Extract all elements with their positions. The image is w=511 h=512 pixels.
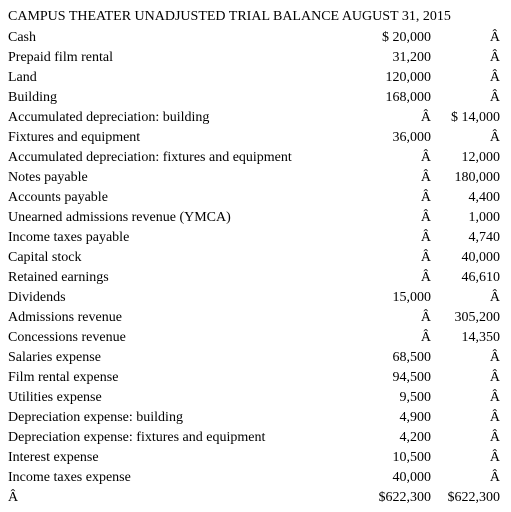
trial-balance-row: Land 120,000 Â: [0, 68, 511, 88]
trial-balance-row: Accumulated depreciation: fixtures and e…: [0, 148, 511, 168]
account-name: Building: [8, 90, 58, 105]
credit-amount: 40,000: [461, 250, 501, 265]
credit-amount: 12,000: [461, 150, 501, 165]
debit-amount: Â: [420, 110, 431, 125]
debit-amount: 15,000: [392, 290, 432, 305]
debit-amount: Â: [420, 170, 431, 185]
debit-amount: Â: [420, 230, 431, 245]
account-name: Concessions revenue: [8, 330, 126, 345]
credit-amount: Â: [489, 90, 500, 105]
trial-balance-row: Â $622,300 $622,300: [0, 488, 511, 508]
credit-amount: 14,350: [461, 330, 501, 345]
debit-amount: Â: [420, 310, 431, 325]
trial-balance-row: Film rental expense 94,500 Â: [0, 368, 511, 388]
account-name: Depreciation expense: building: [8, 410, 183, 425]
account-name: Notes payable: [8, 170, 88, 185]
account-name: Fixtures and equipment: [8, 130, 141, 145]
debit-amount: 94,500: [392, 370, 432, 385]
debit-amount: Â: [420, 270, 431, 285]
trial-balance-row: Accounts payable Â 4,400: [0, 188, 511, 208]
credit-amount: Â: [489, 70, 500, 85]
trial-balance-rows: Cash $ 20,000 Â Prepaid film rental 31,200 Â L…: [0, 28, 511, 508]
trial-balance-row: Depreciation expense: fixtures and equip…: [0, 428, 511, 448]
account-name: Accumulated depreciation: fixtures and e…: [8, 150, 292, 165]
credit-amount: 305,200: [454, 310, 501, 325]
credit-amount: 180,000: [454, 170, 501, 185]
account-name: Income taxes payable: [8, 230, 130, 245]
account-name: Film rental expense: [8, 370, 119, 385]
debit-amount: 4,900: [399, 410, 432, 425]
trial-balance-row: Salaries expense 68,500 Â: [0, 348, 511, 368]
debit-amount: 40,000: [392, 470, 432, 485]
trial-balance-row: Income taxes expense 40,000 Â: [0, 468, 511, 488]
credit-amount: $622,300: [447, 490, 501, 505]
trial-balance-row: Utilities expense 9,500 Â: [0, 388, 511, 408]
account-name: Salaries expense: [8, 350, 101, 365]
trial-balance-row: Retained earnings Â 46,610: [0, 268, 511, 288]
account-name: Retained earnings: [8, 270, 109, 285]
debit-amount: Â: [420, 210, 431, 225]
account-name: Cash: [8, 30, 36, 45]
credit-amount: Â: [489, 430, 500, 445]
trial-balance-row: Fixtures and equipment 36,000 Â: [0, 128, 511, 148]
account-name: Accounts payable: [8, 190, 108, 205]
account-name: Depreciation expense: fixtures and equip…: [8, 430, 266, 445]
credit-amount: Â: [489, 390, 500, 405]
debit-amount: Â: [420, 250, 431, 265]
account-name: Utilities expense: [8, 390, 102, 405]
account-name: Land: [8, 70, 37, 85]
debit-amount: Â: [420, 330, 431, 345]
credit-amount: Â: [489, 290, 500, 305]
account-name: Capital stock: [8, 250, 82, 265]
credit-amount: Â: [489, 130, 500, 145]
debit-amount: 31,200: [392, 50, 432, 65]
trial-balance-row: Capital stock Â 40,000: [0, 248, 511, 268]
debit-amount: $ 20,000: [382, 30, 431, 45]
debit-amount: Â: [420, 150, 431, 165]
debit-amount: 168,000: [385, 90, 432, 105]
debit-amount: 120,000: [385, 70, 432, 85]
credit-amount: 1,000: [468, 210, 501, 225]
account-name: Unearned admissions revenue (YMCA): [8, 210, 231, 225]
trial-balance-row: Income taxes payable Â 4,740: [0, 228, 511, 248]
credit-amount: Â: [489, 410, 500, 425]
debit-amount: 9,500: [399, 390, 432, 405]
account-name: Dividends: [8, 290, 66, 305]
account-name: Accumulated depreciation: building: [8, 110, 210, 125]
account-name: Prepaid film rental: [8, 50, 113, 65]
trial-balance-row: Unearned admissions revenue (YMCA) Â 1,000: [0, 208, 511, 228]
debit-amount: Â: [420, 190, 431, 205]
trial-balance-row: Depreciation expense: building 4,900 Â: [0, 408, 511, 428]
credit-amount: 4,740: [468, 230, 501, 245]
debit-amount: 10,500: [392, 450, 432, 465]
account-name: Interest expense: [8, 450, 99, 465]
trial-balance-row: Concessions revenue Â 14,350: [0, 328, 511, 348]
debit-amount: 4,200: [399, 430, 432, 445]
account-name: Income taxes expense: [8, 470, 131, 485]
credit-amount: Â: [489, 370, 500, 385]
credit-amount: Â: [489, 50, 500, 65]
credit-amount: Â: [489, 350, 500, 365]
account-name: Admissions revenue: [8, 310, 122, 325]
account-name: Â: [8, 490, 19, 505]
debit-amount: 68,500: [392, 350, 432, 365]
debit-amount: $622,300: [378, 490, 432, 505]
credit-amount: 4,400: [468, 190, 501, 205]
trial-balance-row: Cash $ 20,000 Â: [0, 28, 511, 48]
trial-balance-row: Interest expense 10,500 Â: [0, 448, 511, 468]
credit-amount: 46,610: [461, 270, 501, 285]
trial-balance-row: Accumulated depreciation: building Â $ 14,…: [0, 108, 511, 128]
credit-amount: Â: [489, 450, 500, 465]
trial-balance-row: Admissions revenue Â 305,200: [0, 308, 511, 328]
trial-balance-row: Dividends 15,000 Â: [0, 288, 511, 308]
trial-balance-row: Prepaid film rental 31,200 Â: [0, 48, 511, 68]
trial-balance-row: Notes payable Â 180,000: [0, 168, 511, 188]
debit-amount: 36,000: [392, 130, 432, 145]
credit-amount: $ 14,000: [451, 110, 500, 125]
trial-balance-row: Building 168,000 Â: [0, 88, 511, 108]
document-title: CAMPUS THEATER UNADJUSTED TRIAL BALANCE …: [8, 9, 451, 24]
credit-amount: Â: [489, 30, 500, 45]
credit-amount: Â: [489, 470, 500, 485]
